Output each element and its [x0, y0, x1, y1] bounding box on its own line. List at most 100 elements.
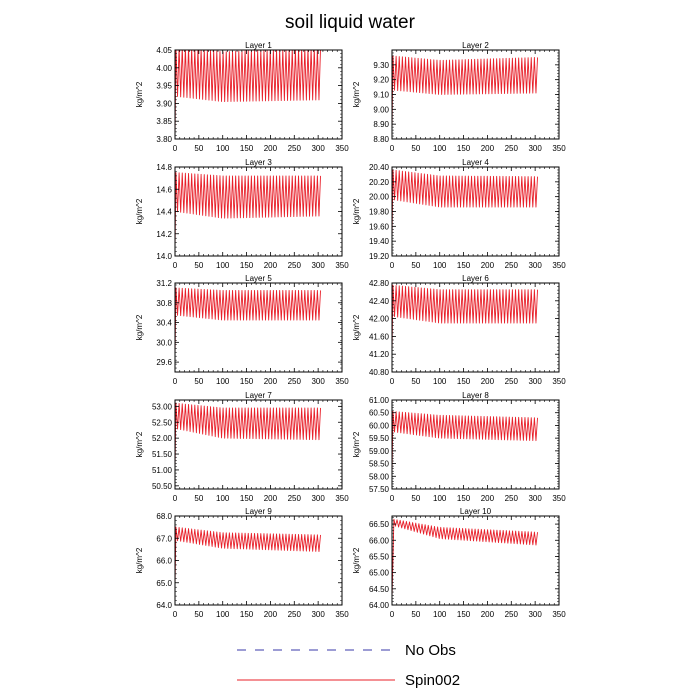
series-line-spin002-layer-4 — [392, 169, 538, 242]
x-tick-label: 50 — [194, 494, 203, 503]
y-tick-label: 61.00 — [369, 396, 390, 405]
y-tick-label: 58.00 — [369, 472, 390, 481]
x-tick-label: 150 — [457, 144, 471, 153]
y-tick-label: 31.2 — [156, 279, 172, 288]
y-tick-label: 4.00 — [156, 64, 172, 73]
y-tick-label: 14.4 — [156, 208, 172, 217]
x-tick-label: 300 — [528, 377, 542, 386]
x-tick-label: 150 — [240, 261, 254, 270]
x-tick-label: 300 — [528, 494, 542, 503]
series-line-spin002-layer-5 — [175, 287, 321, 358]
series-line-spin002-layer-1 — [175, 50, 321, 139]
y-tick-label: 14.2 — [156, 230, 172, 239]
y-axis-label: kg/m^2 — [135, 81, 144, 107]
y-tick-label: 60.00 — [369, 421, 390, 430]
x-tick-label: 150 — [457, 610, 471, 619]
x-tick-label: 200 — [264, 610, 278, 619]
series-line-spin002-layer-6 — [392, 284, 538, 355]
panel-title: Layer 9 — [245, 507, 272, 516]
panel-title: Layer 7 — [245, 391, 272, 400]
y-tick-label: 42.80 — [369, 279, 390, 288]
y-tick-label: 40.80 — [369, 368, 390, 377]
x-tick-label: 150 — [240, 377, 254, 386]
y-tick-label: 65.0 — [156, 579, 172, 588]
panel-layer-5: 0 50 100 150 200 250 300 350 29.6 30.0 30.4 30.8 31.… — [135, 274, 349, 386]
plot-frame-layer-5 — [174, 282, 343, 373]
plot-frame-layer-1 — [174, 49, 343, 140]
y-tick-label: 19.40 — [369, 237, 390, 246]
panel-title: Layer 5 — [245, 274, 272, 283]
plot-frame-layer-6 — [391, 282, 560, 373]
x-tick-label: 0 — [390, 610, 395, 619]
x-tick-label: 0 — [390, 144, 395, 153]
y-tick-label: 52.50 — [152, 418, 173, 427]
y-tick-label: 9.20 — [373, 76, 389, 85]
panel-layer-3: 0 50 100 150 200 250 300 350 14.0 14.2 14.4 14.6 14.… — [135, 158, 349, 270]
y-axis-label: kg/m^2 — [352, 198, 361, 224]
x-tick-label: 0 — [390, 377, 395, 386]
x-tick-label: 150 — [457, 377, 471, 386]
y-tick-label: 42.00 — [369, 315, 390, 324]
panel-layer-2: 0 50 100 150 200 250 300 350 8.80 8.90 9.00 9.10 9.2… — [352, 41, 566, 153]
series-line-spin002-layer-7 — [175, 402, 321, 470]
y-tick-label: 41.60 — [369, 332, 390, 341]
y-axis-label: kg/m^2 — [352, 547, 361, 573]
x-tick-label: 150 — [240, 494, 254, 503]
x-tick-label: 300 — [311, 610, 325, 619]
panel-title: Layer 1 — [245, 41, 272, 50]
x-tick-label: 300 — [311, 494, 325, 503]
y-tick-label: 8.80 — [373, 135, 389, 144]
y-axis-label: kg/m^2 — [135, 547, 144, 573]
x-tick-label: 100 — [216, 610, 230, 619]
series-line-spin002-layer-8 — [392, 410, 538, 477]
y-tick-label: 64.0 — [156, 601, 172, 610]
x-tick-label: 0 — [390, 494, 395, 503]
y-axis-label: kg/m^2 — [135, 198, 144, 224]
y-tick-label: 30.8 — [156, 299, 172, 308]
x-tick-label: 150 — [457, 261, 471, 270]
plot-frame-layer-10 — [391, 515, 560, 606]
y-tick-label: 59.50 — [369, 434, 390, 443]
x-tick-label: 50 — [194, 610, 203, 619]
x-tick-label: 200 — [481, 494, 495, 503]
x-tick-label: 100 — [216, 144, 230, 153]
x-tick-label: 50 — [194, 377, 203, 386]
y-tick-label: 57.50 — [369, 485, 390, 494]
series-line-spin002-layer-9 — [175, 526, 321, 588]
series-line-spin002-layer-3 — [175, 172, 321, 251]
x-tick-label: 200 — [481, 261, 495, 270]
y-tick-label: 9.10 — [373, 91, 389, 100]
x-tick-label: 100 — [433, 377, 447, 386]
panel-title: Layer 10 — [460, 507, 492, 516]
y-tick-label: 30.0 — [156, 338, 172, 347]
x-tick-label: 350 — [552, 494, 566, 503]
y-tick-label: 19.60 — [369, 222, 390, 231]
x-tick-label: 300 — [311, 144, 325, 153]
y-tick-label: 51.00 — [152, 466, 173, 475]
x-tick-label: 350 — [552, 377, 566, 386]
y-tick-label: 20.40 — [369, 163, 390, 172]
x-tick-label: 200 — [481, 610, 495, 619]
panel-title: Layer 4 — [462, 158, 489, 167]
x-tick-label: 350 — [552, 261, 566, 270]
y-tick-label: 29.6 — [156, 358, 172, 367]
x-tick-label: 100 — [433, 494, 447, 503]
x-tick-label: 50 — [411, 610, 420, 619]
x-tick-label: 300 — [311, 377, 325, 386]
y-tick-label: 42.40 — [369, 297, 390, 306]
y-tick-label: 64.50 — [369, 585, 390, 594]
x-tick-label: 50 — [411, 144, 420, 153]
x-tick-label: 300 — [528, 261, 542, 270]
y-tick-label: 53.00 — [152, 402, 173, 411]
y-axis-label: kg/m^2 — [352, 431, 361, 457]
x-tick-label: 300 — [311, 261, 325, 270]
y-tick-label: 14.0 — [156, 252, 172, 261]
y-tick-label: 8.90 — [373, 120, 389, 129]
x-tick-label: 350 — [335, 610, 349, 619]
y-tick-label: 52.00 — [152, 434, 173, 443]
y-tick-label: 66.50 — [369, 520, 390, 529]
panel-grid: 0 50 100 150 200 250 300 350 3.80 3.85 3.90 3.95 4.0… — [135, 41, 566, 619]
panel-layer-8: 0 50 100 150 200 250 300 350 57.50 58.00 58.50 59.0… — [352, 391, 566, 503]
panel-layer-1: 0 50 100 150 200 250 300 350 3.80 3.85 3.90 3.95 4.0… — [135, 41, 349, 153]
